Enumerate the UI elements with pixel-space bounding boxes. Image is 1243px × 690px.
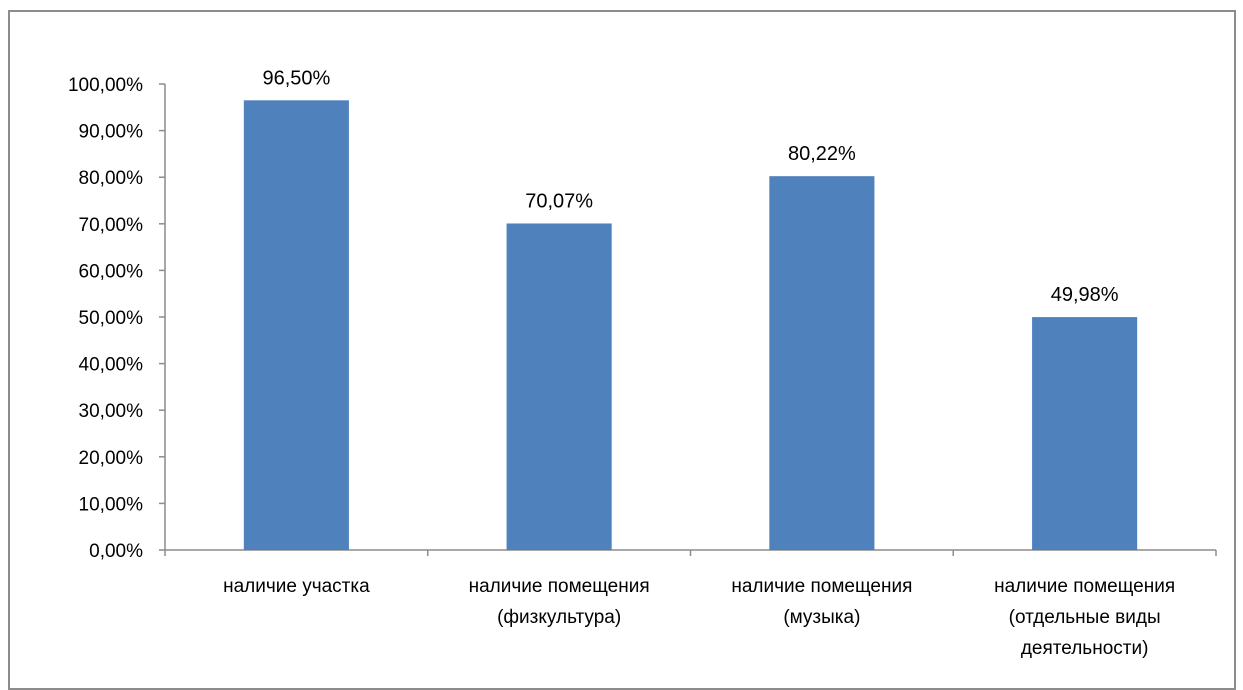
data-label: 96,50% [262, 67, 330, 89]
y-tick-label: 70,00% [79, 215, 144, 236]
category-label: наличие помещения (отдельные виды деятельн… [994, 576, 1175, 659]
bar [1032, 317, 1138, 550]
data-labels: 96,50% 70,07% 80,22% 49,98% [262, 67, 1118, 306]
y-tick-label: 90,00% [79, 122, 144, 143]
bar [243, 100, 349, 550]
x-axis [164, 549, 1217, 556]
y-tick-label: 0,00% [89, 541, 143, 562]
bar-chart: 0,00% 10,00% 20,00% 30,00% 40,00% 50,00% 60,00… [68, 67, 1217, 659]
category-labels: наличие участка наличие помещения (физкуль… [223, 576, 1175, 659]
category-label: наличие участка [223, 576, 370, 597]
y-tick-label: 50,00% [79, 308, 144, 329]
y-tick-label: 80,00% [79, 168, 144, 189]
data-label: 49,98% [1051, 284, 1119, 306]
data-label: 70,07% [525, 190, 593, 212]
y-tick-label: 20,00% [79, 448, 144, 469]
data-label: 80,22% [788, 143, 856, 165]
y-tick-label: 40,00% [79, 355, 144, 376]
category-label: наличие помещения (физкультура) [469, 576, 650, 628]
y-axis: 0,00% 10,00% 20,00% 30,00% 40,00% 50,00% 60,00… [68, 75, 166, 562]
y-tick-label: 60,00% [79, 261, 144, 282]
bar [769, 176, 875, 550]
bar [506, 223, 612, 550]
bars [243, 100, 1138, 550]
y-tick-label: 100,00% [68, 75, 143, 96]
y-tick-label: 30,00% [79, 401, 144, 422]
category-label: наличие помещения (музыка) [731, 576, 912, 628]
y-tick-label: 10,00% [79, 494, 144, 515]
chart-frame [8, 10, 1236, 690]
